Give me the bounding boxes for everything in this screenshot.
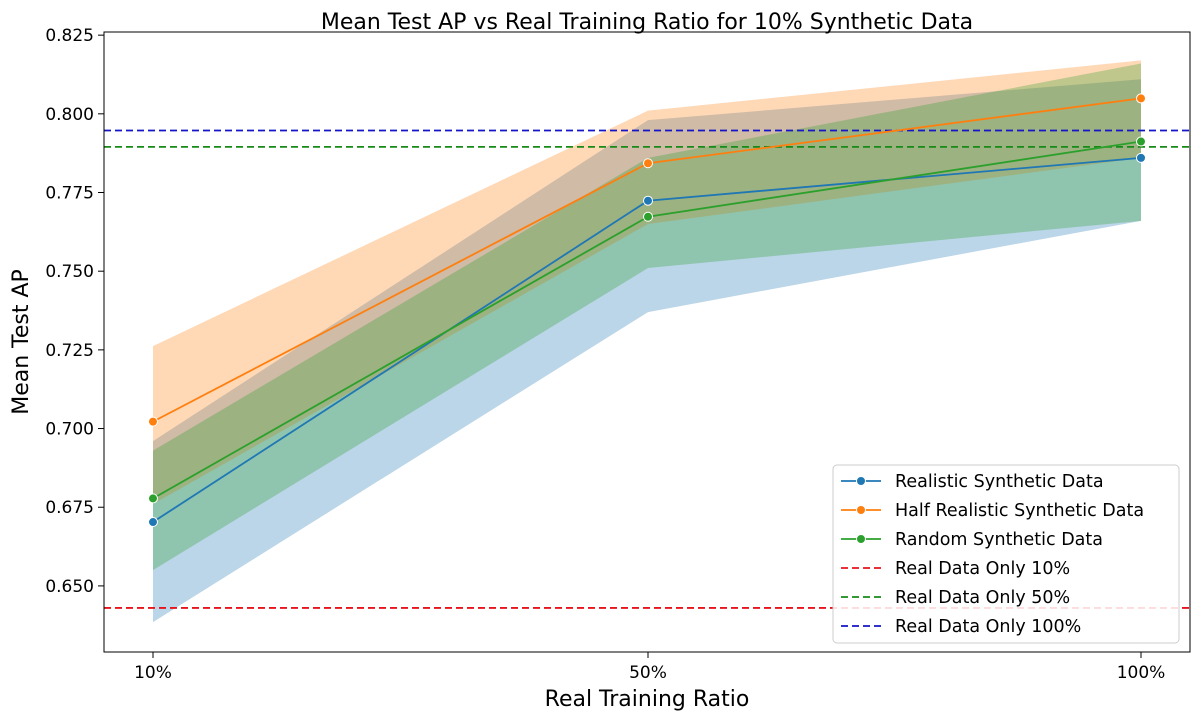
legend-label-1: Half Realistic Synthetic Data [895,501,1144,521]
y-tick-label-4: 0.750 [45,262,94,282]
legend-marker-1 [856,505,866,515]
y-axis: 0.650 0.675 0.700 0.725 0.750 0.775 0.800 0.825 [45,26,104,597]
confidence-bands [153,60,1141,623]
x-tick-label-0: 10% [134,663,172,683]
y-tick-label-3: 0.725 [45,341,94,361]
data-point-2-2 [1136,136,1146,147]
x-axis: 10% 50% 100% [134,652,1165,683]
data-point-0-0 [148,517,158,528]
plot-frame [103,31,1191,653]
legend-label-5: Real Data Only 100% [895,617,1081,637]
x-axis-label: Real Training Ratio [545,687,750,712]
legend-label-4: Real Data Only 50% [895,588,1070,608]
data-point-2-1 [643,211,653,222]
confidence-band-1 [153,60,1141,505]
legend-label-2: Random Synthetic Data [895,530,1103,550]
legend-marker-0 [856,476,866,486]
confidence-band-0 [153,79,1141,623]
y-tick-label-5: 0.775 [45,184,94,204]
y-tick-label-1: 0.675 [45,498,94,518]
data-point-2-0 [148,493,158,504]
legend-label-3: Real Data Only 10% [895,559,1070,579]
legend-box [832,464,1180,644]
x-tick-label-1: 50% [629,663,667,683]
data-point-1-1 [643,158,653,169]
y-tick-label-0: 0.650 [45,577,94,597]
legend: Realistic Synthetic Data Half Realistic S… [832,464,1180,644]
y-tick-label-7: 0.825 [45,26,94,46]
y-tick-label-2: 0.700 [45,420,94,440]
y-tick-label-6: 0.800 [45,105,94,125]
data-point-1-2 [1136,93,1146,104]
data-point-0-2 [1136,152,1146,163]
data-point-0-1 [643,195,653,206]
y-axis-label: Mean Test AP [9,269,34,415]
x-tick-label-2: 100% [1117,663,1166,683]
legend-label-0: Realistic Synthetic Data [895,472,1104,492]
chart-title: Mean Test AP vs Real Training Ratio for … [321,10,973,35]
series-markers [148,93,1146,528]
data-point-1-0 [148,416,158,427]
confidence-band-2 [153,63,1141,571]
legend-marker-2 [856,534,866,544]
